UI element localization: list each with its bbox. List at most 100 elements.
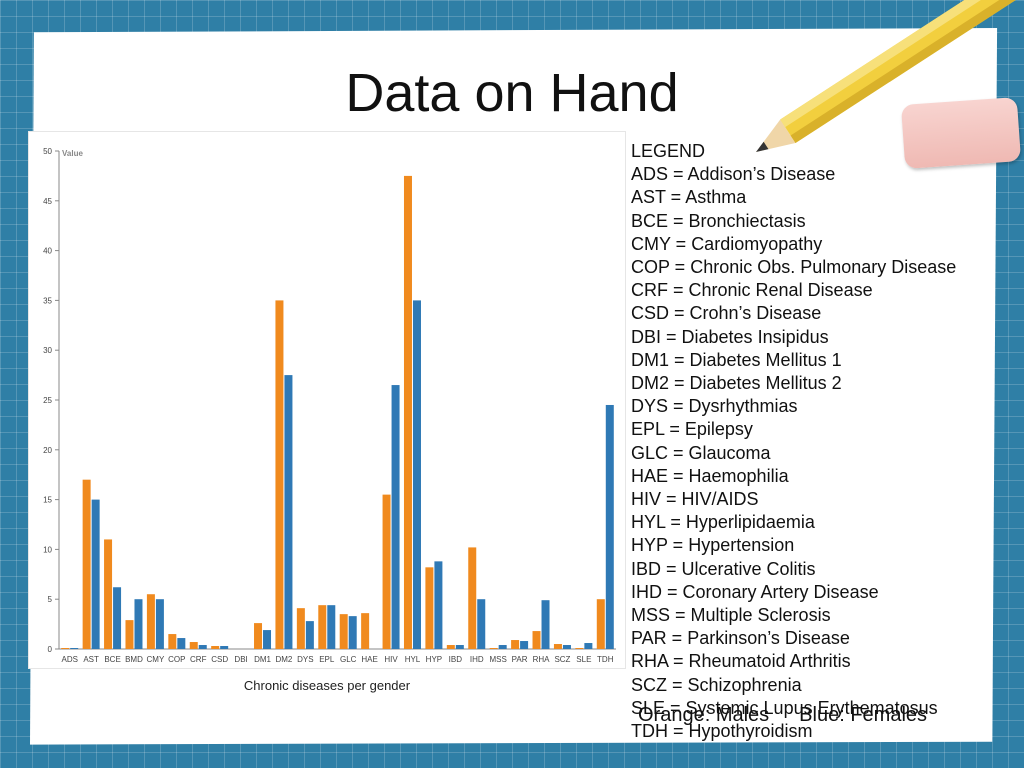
bar-glc-females [348,616,357,649]
gender-color-note: Orange: Males Blue: Females [638,704,957,727]
bar-hyp-males [425,567,434,649]
legend-panel: LEGEND ADS = Addison’s Disease AST = Asth… [631,140,1011,743]
bar-dm1-males [254,623,263,649]
legend-item: SLE = Systemic Lupus Erythematosus [631,697,938,718]
legend-item: HYL = Hyperlipidaemia [631,512,815,533]
x-tick-label: IBD [449,655,463,664]
x-tick-label: HYL [405,655,421,664]
y-axis-label: Value [62,149,83,158]
bar-hiv-males [382,494,391,649]
x-tick-label: DM1 [254,655,271,664]
bar-cmy-females [155,599,164,649]
x-tick-label: BMD [125,655,143,664]
bar-chart: 0 5 10 15 20 25 30 35 40 45 50 Value ADS AST BCE BMD CMY… [43,147,616,664]
y-tick-label: 5 [48,595,53,604]
bar-cop-males [168,634,177,649]
x-tick-label: SLE [576,655,591,664]
x-tick-label: BCE [104,655,120,664]
bar-ihd-males [468,547,477,649]
legend-item: AST = Asthma [631,187,747,208]
legend-item: DM2 = Diabetes Mellitus 2 [631,373,842,394]
bar-ast-males [82,479,91,649]
bar-dm2-females [284,375,293,649]
bar-scz-females [562,645,571,649]
x-axis-label: Chronic diseases per gender [243,678,411,693]
legend-item: MSS = Multiple Sclerosis [631,605,831,626]
y-tick-label: 0 [48,645,53,654]
bar-bmd-males [125,620,134,649]
y-tick-label: 10 [43,545,52,554]
x-tick-label: SCZ [554,655,570,664]
legend-item: DBI = Diabetes Insipidus [631,326,829,347]
bar-ihd-females [477,599,486,649]
x-tick-label: GLC [340,655,357,664]
bar-glc-males [339,614,348,649]
bar-hae-males [361,613,370,649]
bar-par-males [511,640,520,649]
legend-item: BCE = Bronchiectasis [631,210,806,231]
slide-title: Data on Hand [345,63,679,123]
y-tick-label: 25 [43,396,52,405]
bar-hiv-females [391,385,400,649]
x-tick-label: HYP [426,655,442,664]
bar-ibd-males [446,645,455,649]
legend-item: COP = Chronic Obs. Pulmonary Disease [631,257,957,278]
bar-ads-females [70,648,79,649]
legend-item: GLC = Glaucoma [631,442,771,463]
legend-item: SCZ = Schizophrenia [631,674,802,695]
x-tick-label: MSS [490,655,507,664]
legend-item: HIV = HIV/AIDS [631,489,759,510]
bar-ast-females [91,499,100,649]
x-tick-label: DM2 [275,655,292,664]
legend-item: RHA = Rheumatoid Arthritis [631,651,851,672]
bar-hyp-females [434,561,443,649]
bar-tdh-females [605,404,614,649]
bar-csd-females [220,646,229,649]
bar-tdh-males [596,599,605,649]
legend-item: CMY = Cardiomyopathy [631,233,823,254]
bar-epl-males [318,605,327,649]
bar-dm1-females [263,630,272,649]
bar-cop-females [177,638,186,649]
y-tick-label: 20 [43,446,52,455]
bar-hyl-males [403,175,412,649]
bar-rha-females [541,600,550,649]
y-tick-label: 40 [43,247,52,256]
x-tick-label: CSD [211,655,228,664]
x-tick-label: RHA [533,655,551,664]
bar-mss-females [498,645,507,649]
bar-bce-females [113,587,122,649]
bar-bce-males [104,539,113,649]
bar-dm2-males [275,300,284,649]
x-tick-label: AST [83,655,99,664]
bar-par-females [520,641,529,649]
pencil-icon [756,0,1024,152]
males-note: Orange: Males [638,704,770,726]
bar-sle-males [575,648,584,649]
bar-ibd-females [455,645,464,649]
x-tick-label: IHD [470,655,484,664]
legend-item: CRF = Chronic Renal Disease [631,280,873,301]
legend-item: ADS = Addison’s Disease [631,164,836,185]
y-tick-label: 15 [43,496,52,505]
x-tick-label: HAE [361,655,377,664]
bar-dys-females [305,621,314,649]
legend-item: HYP = Hypertension [631,535,795,556]
x-tick-label: DYS [297,655,313,664]
bar-cmy-males [146,594,155,649]
females-note: Blue: Females [799,704,928,726]
legend-item: IHD = Coronary Artery Disease [631,581,879,602]
legend-item: DYS = Dysrhythmias [631,396,798,417]
bar-csd-males [211,646,220,649]
chart-panel: 0 5 10 15 20 25 30 35 40 45 50 Value ADS AST BCE BMD CMY… [28,131,626,693]
bar-mss-males [489,648,498,649]
legend-item: HAE = Haemophilia [631,465,789,486]
bar-scz-males [553,644,562,649]
x-tick-label: CMY [147,655,165,664]
bar-bmd-females [134,599,143,649]
x-tick-label: DBI [234,655,247,664]
bar-epl-females [327,605,336,649]
bar-rha-males [532,631,541,649]
bar-hyl-females [412,300,421,649]
y-tick-label: 35 [43,296,52,305]
